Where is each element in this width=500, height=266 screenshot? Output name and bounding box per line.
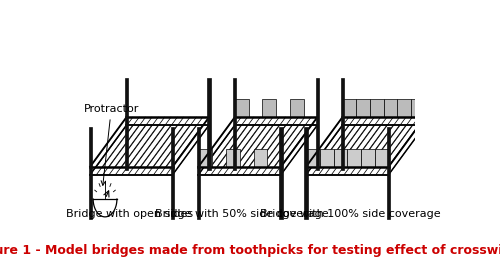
Bar (316, 78, 319, 170)
Text: Bridge with 50% side coverage: Bridge with 50% side coverage (154, 209, 328, 219)
Polygon shape (226, 149, 240, 167)
Polygon shape (306, 149, 320, 167)
Polygon shape (262, 99, 276, 117)
Bar (88, 127, 92, 219)
Polygon shape (198, 149, 212, 167)
Text: Bridge with open sides: Bridge with open sides (66, 209, 194, 219)
Bar (387, 127, 390, 219)
Text: Protractor: Protractor (84, 104, 139, 185)
Polygon shape (342, 99, 356, 117)
Polygon shape (290, 99, 304, 117)
Polygon shape (348, 149, 361, 167)
Polygon shape (254, 149, 268, 167)
Bar (208, 78, 210, 170)
Bar (280, 127, 282, 219)
Polygon shape (320, 149, 334, 167)
Bar (171, 127, 174, 219)
Polygon shape (370, 99, 384, 117)
Bar (233, 78, 236, 170)
Bar (341, 78, 344, 170)
Polygon shape (235, 99, 248, 117)
Polygon shape (412, 99, 425, 117)
Polygon shape (384, 99, 398, 117)
Bar (125, 78, 128, 170)
Polygon shape (398, 99, 411, 117)
Bar (424, 78, 426, 170)
Polygon shape (334, 149, 347, 167)
Text: Bridge with 100% side coverage: Bridge with 100% side coverage (260, 209, 440, 219)
Text: Figure 1 - Model bridges made from toothpicks for testing effect of crosswinds: Figure 1 - Model bridges made from tooth… (0, 244, 500, 257)
Polygon shape (356, 99, 370, 117)
Bar (304, 127, 308, 219)
Polygon shape (361, 149, 375, 167)
Bar (197, 127, 200, 219)
Polygon shape (375, 149, 388, 167)
